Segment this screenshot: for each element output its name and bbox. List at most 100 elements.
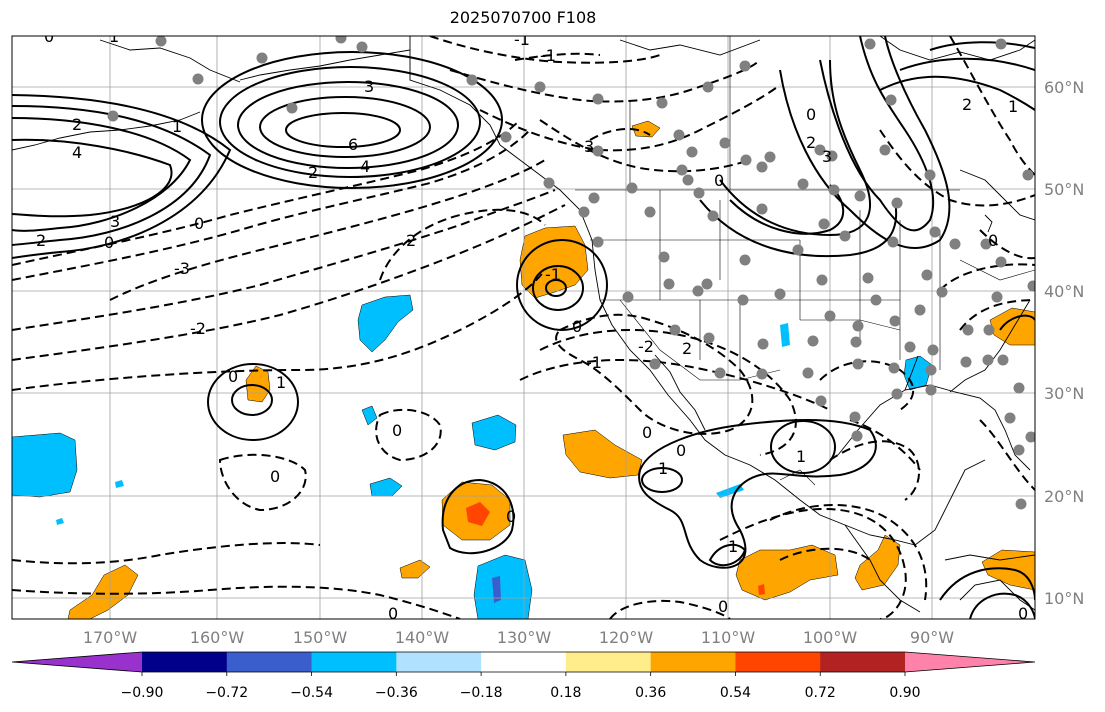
contour-label: -1 bbox=[540, 46, 556, 65]
lon-label: 140°W bbox=[395, 628, 450, 647]
colorbar-bin bbox=[226, 652, 313, 672]
red-region-ca bbox=[758, 584, 765, 595]
lat-label: 50°N bbox=[1044, 180, 1084, 199]
contour-label: 2 bbox=[72, 115, 82, 134]
contour-label: 3 bbox=[822, 147, 832, 166]
contour-label: 1 bbox=[276, 373, 286, 392]
contour-label: 4 bbox=[72, 143, 82, 162]
cyan-region-small-2 bbox=[369, 477, 403, 497]
longitude-axis-labels: 170°W 160°W 150°W 140°W 130°W 120°W 110°… bbox=[83, 628, 954, 647]
colorbar: −0.90 −0.72 −0.54 −0.36 −0.18 0.18 0.36 0.54 0.7… bbox=[11, 651, 1036, 701]
contour-label: 2 bbox=[36, 231, 46, 250]
contour-label: 0 bbox=[104, 233, 114, 252]
contour-labels: 2 4 3 2 1 0 0 -3 -2 6 4 3 2 2 -1 -1 0 1 … bbox=[36, 27, 1028, 623]
lat-label: 20°N bbox=[1044, 487, 1084, 506]
lat-label: 30°N bbox=[1044, 384, 1084, 403]
contour-label: 0 bbox=[44, 27, 54, 46]
lon-label: 90°W bbox=[910, 628, 954, 647]
orange-region-south-west bbox=[67, 564, 139, 619]
contour-label: 1 bbox=[796, 447, 806, 466]
orange-region-east-coast bbox=[989, 307, 1035, 346]
lon-label: 120°W bbox=[599, 628, 654, 647]
contour-label: 1 bbox=[728, 537, 738, 556]
contour-label: 0 bbox=[642, 423, 652, 442]
colorbar-bin bbox=[650, 652, 736, 672]
contour-label: 0 bbox=[988, 231, 998, 250]
lon-label: 130°W bbox=[497, 628, 552, 647]
lon-label: 100°W bbox=[803, 628, 858, 647]
contour-label: 1 bbox=[1008, 97, 1018, 116]
contour-label: 0 bbox=[676, 441, 686, 460]
contour-label: 0 bbox=[388, 604, 398, 623]
contour-label: 2 bbox=[406, 231, 416, 250]
shaded-anomaly-regions bbox=[12, 120, 1035, 619]
gridlines bbox=[12, 36, 1035, 619]
contour-label: 2 bbox=[308, 163, 318, 182]
state-borders bbox=[575, 36, 1035, 486]
contour-label: 1 bbox=[658, 459, 668, 478]
cyan-region-west bbox=[12, 432, 78, 498]
orange-region-caribbean bbox=[981, 549, 1035, 591]
contour-label: 2 bbox=[682, 339, 692, 358]
map-background bbox=[12, 36, 1035, 619]
colorbar-bin bbox=[142, 652, 228, 672]
contour-label: -3 bbox=[174, 259, 190, 278]
colorbar-bin bbox=[311, 652, 397, 672]
colorbar-tick-label: −0.36 bbox=[375, 685, 418, 701]
contour-label: -1 bbox=[545, 265, 561, 284]
lon-label: 150°W bbox=[293, 628, 348, 647]
orange-region-mexico-west bbox=[562, 429, 643, 479]
contour-label: 0 bbox=[806, 105, 816, 124]
map-frame bbox=[11, 35, 1036, 620]
map-title: 2025070700 F108 bbox=[449, 8, 597, 27]
contour-label: 4 bbox=[360, 157, 370, 176]
contour-label: -2 bbox=[190, 319, 206, 338]
contour-label: -1 bbox=[514, 30, 530, 49]
cyan-region-small-4 bbox=[716, 484, 744, 498]
lon-label: 110°W bbox=[701, 628, 756, 647]
colorbar-bin bbox=[820, 652, 906, 672]
station-dots bbox=[107, 36, 1035, 510]
contour-label: 0 bbox=[270, 467, 280, 486]
contour-label: 1 bbox=[172, 117, 182, 136]
contour-label: 0 bbox=[1018, 604, 1028, 623]
contour-label: 0 bbox=[718, 597, 728, 616]
contour-label: -2 bbox=[638, 337, 654, 356]
colorbar-tick-label: 0.18 bbox=[550, 685, 581, 701]
contour-label: 3 bbox=[110, 212, 120, 231]
colorbar-bin bbox=[481, 652, 567, 672]
cyan-region-south bbox=[473, 554, 533, 619]
contour-label: 2 bbox=[806, 133, 816, 152]
lat-label: 10°N bbox=[1044, 589, 1084, 608]
lat-label: 40°N bbox=[1044, 282, 1084, 301]
contour-label: 0 bbox=[572, 317, 582, 336]
colorbar-tick-label: 0.36 bbox=[635, 685, 666, 701]
colorbar-bin bbox=[735, 652, 821, 672]
colorbar-tick-label: −0.54 bbox=[290, 685, 333, 701]
colorbar-bin bbox=[396, 652, 482, 672]
colorbar-bin bbox=[565, 652, 652, 672]
orange-region-ca-east bbox=[854, 534, 901, 591]
latitude-axis-labels: 60°N 50°N 40°N 30°N 20°N 10°N bbox=[1044, 78, 1084, 608]
orange-region-canada bbox=[631, 120, 661, 138]
contour-label: 6 bbox=[348, 135, 358, 154]
cyan-region-small-6 bbox=[56, 518, 64, 525]
colorbar-extend-low bbox=[12, 652, 142, 672]
contour-label: 3 bbox=[584, 137, 594, 156]
cyan-region-small-3 bbox=[780, 323, 790, 347]
contour-label: 0 bbox=[714, 171, 724, 190]
cyan-region-mid bbox=[471, 414, 517, 451]
red-region-central bbox=[466, 502, 490, 526]
contour-label: 3 bbox=[364, 77, 374, 96]
lat-label: 60°N bbox=[1044, 78, 1084, 97]
lon-label: 160°W bbox=[190, 628, 245, 647]
colorbar-tick-label: 0.72 bbox=[805, 685, 836, 701]
colorbar-tick-label: −0.72 bbox=[205, 685, 248, 701]
colorbar-extend-high bbox=[905, 652, 1035, 672]
contour-label: 0 bbox=[194, 214, 204, 233]
blue-region-south bbox=[492, 576, 501, 603]
orange-region-small-pacific bbox=[399, 559, 431, 579]
lon-label: 170°W bbox=[83, 628, 138, 647]
contour-label: 0 bbox=[228, 367, 238, 386]
